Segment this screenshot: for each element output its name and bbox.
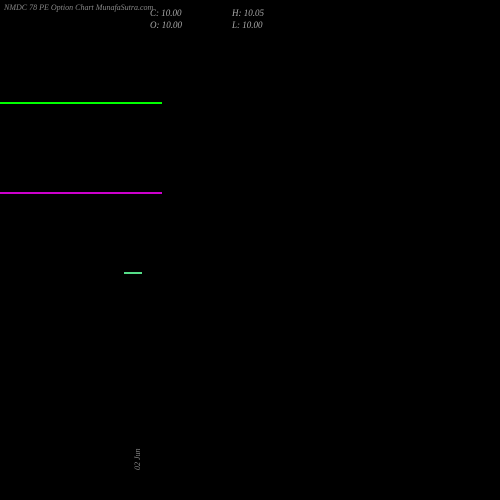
ohlc-l-label: L: <box>232 20 240 30</box>
ohlc-c-label: C: <box>150 8 159 18</box>
x-axis-label: 02 Jun <box>133 448 142 470</box>
ohlc-l-value: 10.00 <box>242 20 262 30</box>
ohlc-l: L: 10.00 <box>232 20 264 30</box>
ohlc-o: O: 10.00 <box>150 20 182 30</box>
ohlc-c-value: 10.00 <box>161 8 181 18</box>
ohlc-col-1: C: 10.00 O: 10.00 <box>150 8 182 30</box>
price-bar <box>124 272 142 274</box>
ohlc-o-value: 10.00 <box>162 20 182 30</box>
ohlc-h-label: H: <box>232 8 242 18</box>
ohlc-h: H: 10.05 <box>232 8 264 18</box>
chart-title: NMDC 78 PE Option Chart MunafaSutra.com <box>4 3 153 12</box>
ohlc-col-2: H: 10.05 L: 10.00 <box>232 8 264 30</box>
ohlc-h-value: 10.05 <box>244 8 264 18</box>
green-line <box>0 102 162 104</box>
ohlc-o-label: O: <box>150 20 160 30</box>
magenta-line <box>0 192 162 194</box>
chart-container: NMDC 78 PE Option Chart MunafaSutra.com … <box>0 0 500 500</box>
ohlc-container: C: 10.00 O: 10.00 H: 10.05 L: 10.00 <box>150 8 264 30</box>
ohlc-c: C: 10.00 <box>150 8 182 18</box>
